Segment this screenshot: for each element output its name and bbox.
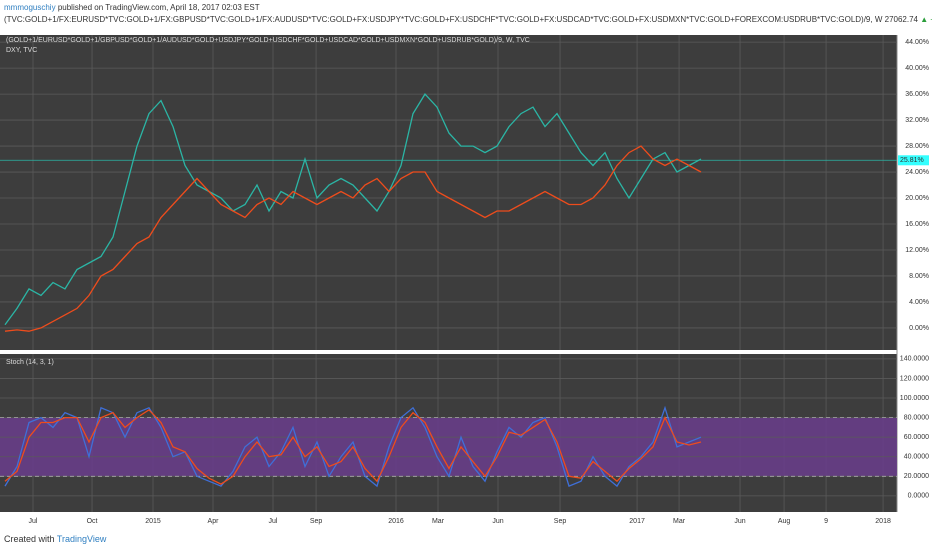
x-tick-label: Jun bbox=[734, 518, 745, 525]
header: mmmoguschiy published on TradingView.com… bbox=[4, 2, 932, 26]
y-tick-label: 12.00% bbox=[905, 247, 929, 254]
x-tick-label: Apr bbox=[208, 518, 220, 525]
y-tick-label: 100.0000 bbox=[900, 395, 929, 402]
x-tick-label: 2016 bbox=[388, 518, 404, 525]
y-tick-label: 40.00% bbox=[905, 65, 929, 72]
x-tick-label: Mar bbox=[673, 518, 686, 525]
y-tick-label: 0.0000 bbox=[908, 493, 930, 500]
y-tick-label: 28.00% bbox=[905, 143, 929, 150]
published: published on TradingView.com, April 18, … bbox=[57, 3, 260, 12]
author[interactable]: mmmoguschiy bbox=[4, 3, 56, 12]
brand[interactable]: TradingView bbox=[56, 534, 107, 544]
y-tick-label: 20.00% bbox=[905, 195, 929, 202]
change: ▲ +3.04 (+0.01%) bbox=[920, 15, 932, 24]
x-tick-label: Sep bbox=[554, 518, 567, 525]
y-tick-label: 24.00% bbox=[905, 169, 929, 176]
plot-bg bbox=[0, 35, 897, 350]
x-tick-label: 2015 bbox=[145, 518, 161, 525]
y-tick-label: 80.0000 bbox=[904, 414, 929, 421]
chart: Jul Oct 2015 Apr Jul Sep 2016 Mar Jun Sep 2017 Mar J… bbox=[0, 35, 930, 525]
y-tick-label: 36.00% bbox=[905, 91, 929, 98]
y-tick-label: 140.0000 bbox=[900, 356, 929, 363]
y-tick-label: 44.00% bbox=[905, 39, 929, 46]
y-tick-label: 8.00% bbox=[909, 273, 929, 280]
y-tick-label: 20.0000 bbox=[904, 473, 929, 480]
pane-title: Stoch (14, 3, 1) bbox=[6, 359, 54, 366]
x-tick-label: Mar bbox=[432, 518, 445, 525]
x-tick-label: Jul bbox=[29, 518, 38, 525]
symbol: (TVC:GOLD+1/FX:EURUSD*TVC:GOLD+1/FX:GBPU… bbox=[4, 15, 883, 24]
x-tick-label: 2018 bbox=[875, 518, 891, 525]
x-tick-label: Aug bbox=[778, 518, 791, 525]
x-tick-label: Oct bbox=[87, 518, 98, 525]
price: 27062.74 bbox=[884, 15, 918, 24]
quote-line: (TVC:GOLD+1/FX:EURUSD*TVC:GOLD+1/FX:GBPU… bbox=[4, 14, 932, 26]
footer: Created with TradingView bbox=[4, 534, 106, 544]
x-tick-label: Jul bbox=[269, 518, 278, 525]
x-tick-label: Jun bbox=[492, 518, 503, 525]
y-tick-label: 16.00% bbox=[905, 221, 929, 228]
x-tick-label: 2017 bbox=[629, 518, 645, 525]
last-value-label: 25.81% bbox=[900, 157, 924, 164]
last-value-tag bbox=[898, 155, 929, 166]
series-line bbox=[4, 145, 702, 332]
series-line bbox=[4, 408, 702, 485]
x-tick-label: Sep bbox=[310, 518, 323, 525]
x-tick-label: 9 bbox=[824, 518, 828, 525]
y-tick-label: 40.0000 bbox=[904, 454, 929, 461]
footer-text: Created with bbox=[4, 534, 55, 544]
y-tick-label: 120.0000 bbox=[900, 375, 929, 382]
publish-line: mmmoguschiy published on TradingView.com… bbox=[4, 2, 932, 14]
legend-entry: DXY, TVC bbox=[6, 47, 37, 54]
y-tick-label: 4.00% bbox=[909, 299, 929, 306]
y-tick-label: 60.0000 bbox=[904, 434, 929, 441]
y-tick-label: 32.00% bbox=[905, 117, 929, 124]
y-tick-label: 0.00% bbox=[909, 325, 929, 332]
series-line bbox=[4, 93, 702, 326]
legend-entry: (GOLD+1/EURUSD*GOLD+1/GBPUSD*GOLD+1/AUDU… bbox=[6, 37, 530, 44]
